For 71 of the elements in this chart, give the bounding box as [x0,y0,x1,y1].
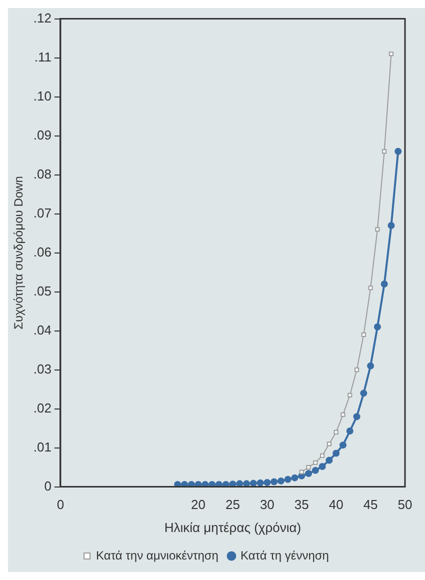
point [368,286,373,290]
point [174,480,182,487]
point [375,227,380,232]
point [264,479,271,486]
point [332,450,340,457]
point [256,479,264,486]
point [299,470,304,474]
point [208,480,216,487]
point [236,480,244,487]
point [360,390,368,397]
x-tick-label: 40 [328,497,344,512]
y-tick-label: .07 [33,205,52,220]
y-tick-label: .08 [33,166,52,182]
x-tick-label: 20 [191,497,206,512]
point [380,280,388,288]
point [318,463,326,470]
y-tick-label: .11 [34,49,52,64]
point [188,480,195,487]
legend-label: Κατά τη γέννηση [240,548,329,562]
point [215,480,222,487]
point [306,465,311,470]
y-tick-label: .05 [33,283,52,298]
point [334,430,338,434]
y-tick-label: .09 [33,127,52,142]
point [326,442,332,446]
point [354,368,360,372]
point [181,480,188,487]
point [339,442,346,449]
y-tick-label: 0 [44,478,52,494]
y-tick-label: .12 [33,10,52,26]
point [361,332,366,337]
y-tick-label: .02 [33,400,52,416]
x-tick-label: 0 [56,497,64,512]
legend-label: Κατά την αμνιοκέντηση [96,548,218,562]
point [291,474,298,482]
point [202,480,209,487]
point [284,476,292,483]
x-tick-label: 50 [398,497,412,512]
point [353,413,360,420]
y-tick-label: .01 [33,439,52,454]
y-tick-label: .04 [33,322,52,338]
point [277,477,284,484]
y-tick-label: .06 [33,244,52,260]
point [340,412,346,417]
point [194,480,202,487]
point [305,470,312,478]
x-tick-label: 35 [294,497,309,512]
point [326,456,333,464]
point [320,453,325,458]
y-tick-label: .10 [33,88,52,104]
point [229,480,236,487]
x-tick-label: 45 [363,497,378,512]
point [388,52,394,56]
point [367,362,374,370]
point [313,460,318,465]
y-axis-title: Συχνότητα συνδρόμου Down [12,176,26,330]
point [382,149,387,154]
point [243,480,250,487]
point [270,478,278,486]
point [346,428,354,435]
y-tick-label: .03 [33,361,52,376]
point [222,480,230,487]
x-tick-label: 25 [226,497,240,512]
point [374,323,381,330]
point [250,480,257,487]
point [312,466,319,474]
point [394,148,402,155]
x-tick-label: 30 [260,497,274,512]
x-axis-title: Ηλικία μητέρας (χρόνια) [164,520,302,535]
point [388,222,395,229]
point [348,392,352,398]
